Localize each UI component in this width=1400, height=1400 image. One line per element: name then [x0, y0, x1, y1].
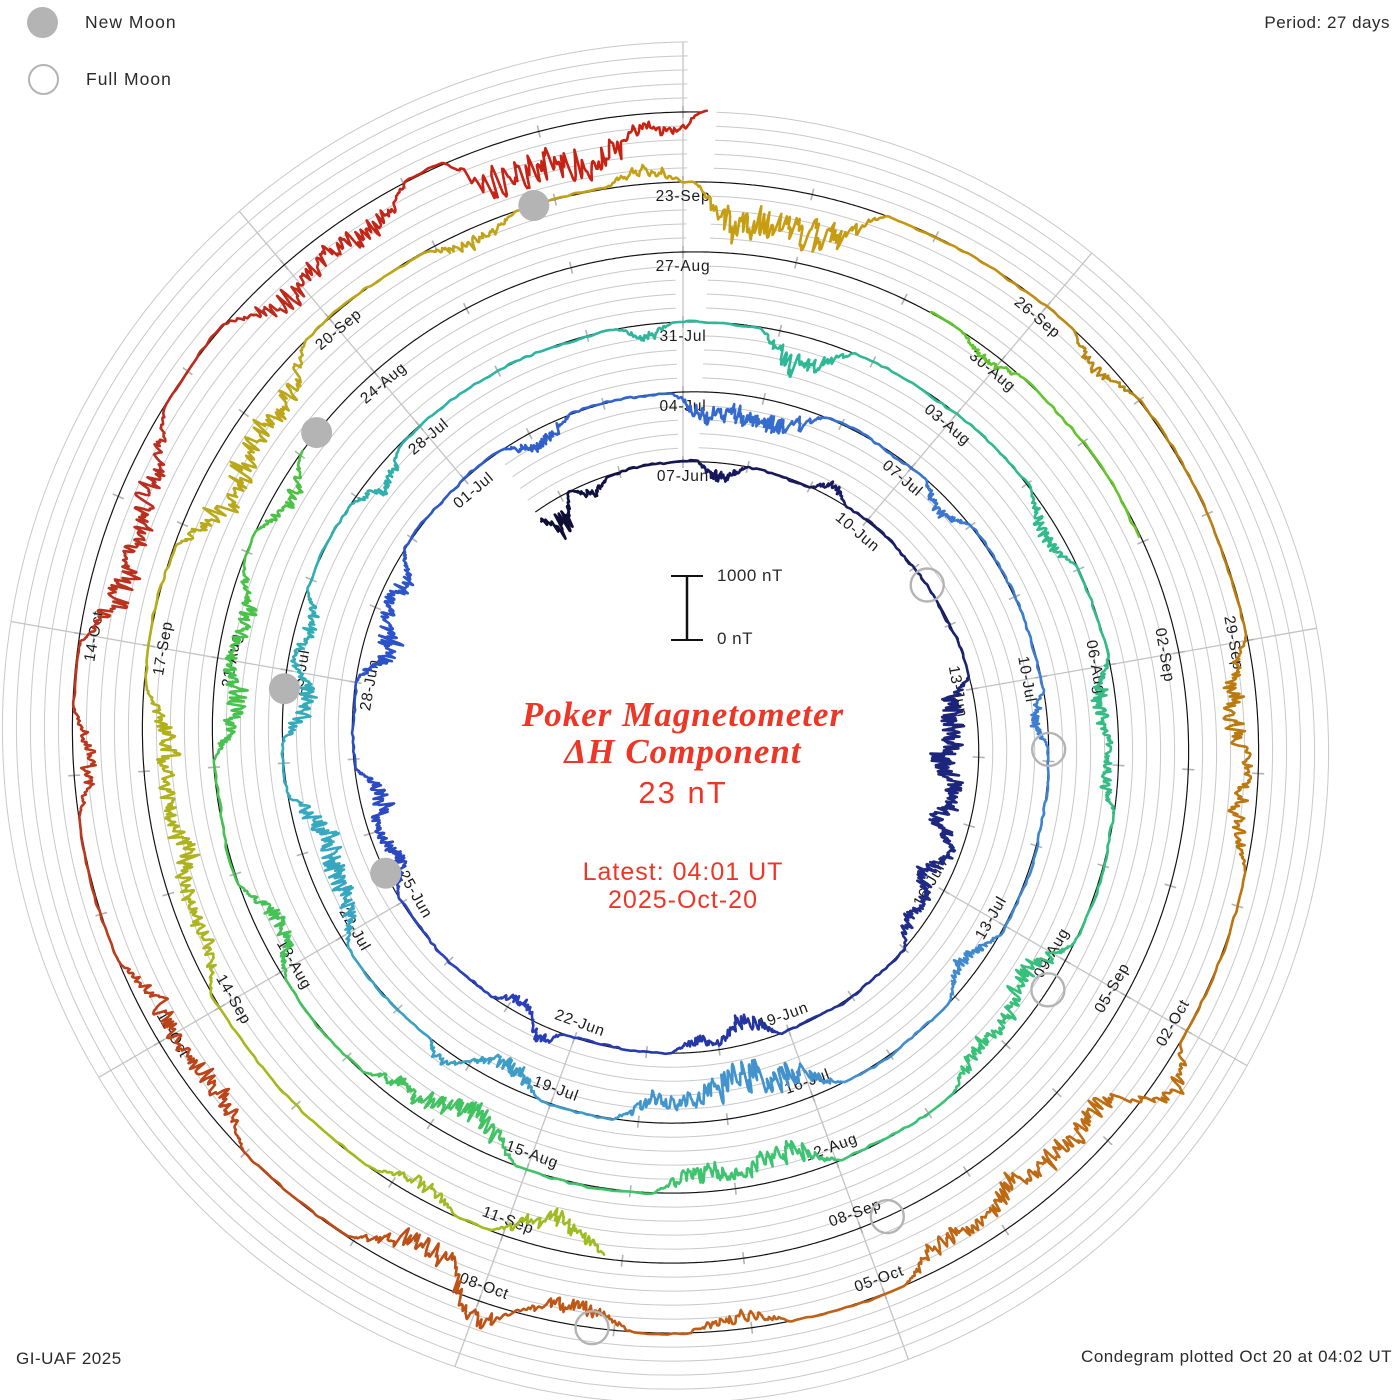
date-label: 15-Aug: [503, 1137, 560, 1172]
date-label: 10-Jun: [832, 509, 883, 556]
new-moon-marker: [301, 417, 333, 449]
plot-title-line1: Poker Magnetometer: [521, 695, 845, 734]
moon-markers: [268, 190, 1067, 1346]
date-label: 27-Aug: [656, 258, 711, 275]
scale-bar: [671, 575, 703, 641]
full-moon-swatch: [28, 64, 59, 95]
date-label: 11-Oct: [153, 1009, 193, 1061]
date-label: 01-Jul: [450, 469, 497, 512]
new-moon-marker: [370, 857, 402, 889]
full-moon-marker: [909, 567, 945, 603]
date-label: 13-Jul: [972, 893, 1010, 942]
date-label: 17-Sep: [150, 620, 176, 677]
period-label: Period: 27 days: [1264, 13, 1390, 32]
date-label: 31-Jul: [659, 328, 706, 345]
date-label: 24-Aug: [357, 359, 410, 407]
date-label: 05-Oct: [852, 1262, 906, 1296]
date-label: 28-Jul: [405, 415, 452, 458]
full-moon-marker: [574, 1309, 610, 1346]
date-label: 20-Sep: [312, 306, 365, 354]
credit-right: Condegram plotted Oct 20 at 04:02 UT: [1081, 1347, 1392, 1366]
new-moon-marker: [518, 190, 550, 221]
full-moon-marker: [1030, 731, 1067, 768]
date-label: 23-Sep: [656, 188, 711, 205]
date-label: 10-Jul: [1014, 655, 1039, 704]
plot-title: Poker Magnetometer ΔH Component: [522, 696, 844, 770]
credit-left: GI-UAF 2025: [16, 1349, 122, 1368]
scalebar-bottom-label: 0 nT: [717, 629, 754, 648]
new-moon-swatch: [27, 7, 58, 38]
date-label: 19-Jul: [531, 1073, 581, 1105]
latest-time: Latest: 04:01 UT 2025-Oct-20: [583, 858, 784, 914]
full-moon-marker: [1030, 972, 1066, 1008]
date-label: 02-Sep: [1151, 627, 1177, 684]
new-moon-label: New Moon: [85, 12, 177, 32]
full-moon-label: Full Moon: [86, 69, 172, 89]
full-moon-marker: [869, 1198, 905, 1235]
date-label: 08-Oct: [457, 1270, 511, 1304]
latest-time-line2: 2025-Oct-20: [608, 886, 758, 914]
data-trace: [71, 109, 1254, 1336]
latest-time-line1: Latest: 04:01 UT: [582, 858, 784, 886]
plot-title-line2: ΔH Component: [564, 732, 802, 771]
latest-value: 23 nT: [638, 775, 728, 810]
new-moon-marker: [268, 673, 300, 705]
date-label: 08-Sep: [827, 1196, 884, 1231]
date-label: 07-Jun: [657, 468, 709, 485]
scalebar-top-label: 1000 nT: [717, 566, 783, 585]
